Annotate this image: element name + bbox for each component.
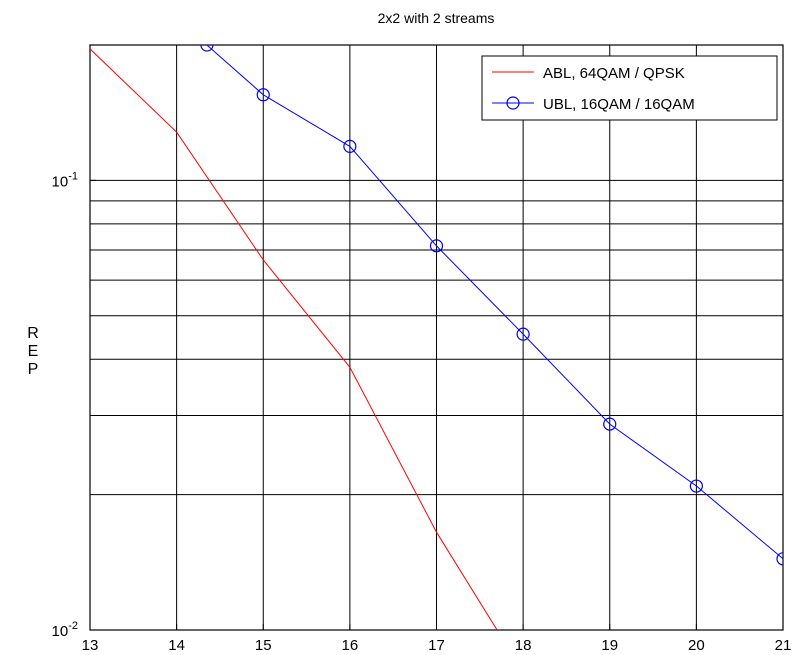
series-2 — [200, 45, 783, 566]
series-line — [206, 45, 783, 560]
grid — [89, 44, 784, 630]
data-point — [516, 327, 530, 341]
x-tick-label: 13 — [82, 637, 99, 654]
y-tick-label: 10-1 — [52, 170, 78, 190]
series-1 — [90, 48, 498, 630]
data-point — [776, 552, 783, 566]
series-line — [90, 48, 498, 630]
series-lines — [90, 45, 783, 630]
data-point — [343, 139, 357, 153]
x-tick-label: 20 — [688, 637, 705, 654]
data-point — [256, 88, 270, 102]
x-tick-label: 15 — [255, 637, 272, 654]
x-tick-label: 21 — [775, 637, 792, 654]
x-tick-label: 18 — [515, 637, 532, 654]
data-point — [603, 417, 617, 431]
legend-marker — [506, 96, 520, 110]
legend-label: UBL, 16QAM / 16QAM — [543, 96, 695, 113]
legend-label: ABL, 64QAM / QPSK — [543, 65, 685, 82]
legend: ABL, 64QAM / QPSK UBL, 16QAM / 16QAM — [481, 55, 778, 121]
x-tick-label: 16 — [342, 637, 359, 654]
legend-box — [481, 55, 778, 121]
data-point — [200, 45, 214, 52]
y-tick-label: 10-2 — [52, 620, 78, 640]
y-axis-label: REP — [25, 325, 42, 379]
data-point — [429, 239, 444, 253]
chart-title: 2x2 with 2 streams — [378, 10, 495, 26]
x-tick-label: 17 — [428, 637, 445, 654]
x-tick-label: 19 — [601, 637, 618, 654]
axis-ticks: 13 14 15 16 17 18 19 20 21 10-1 10-2 — [52, 170, 792, 654]
x-tick-label: 14 — [168, 637, 185, 654]
data-point — [689, 479, 703, 493]
